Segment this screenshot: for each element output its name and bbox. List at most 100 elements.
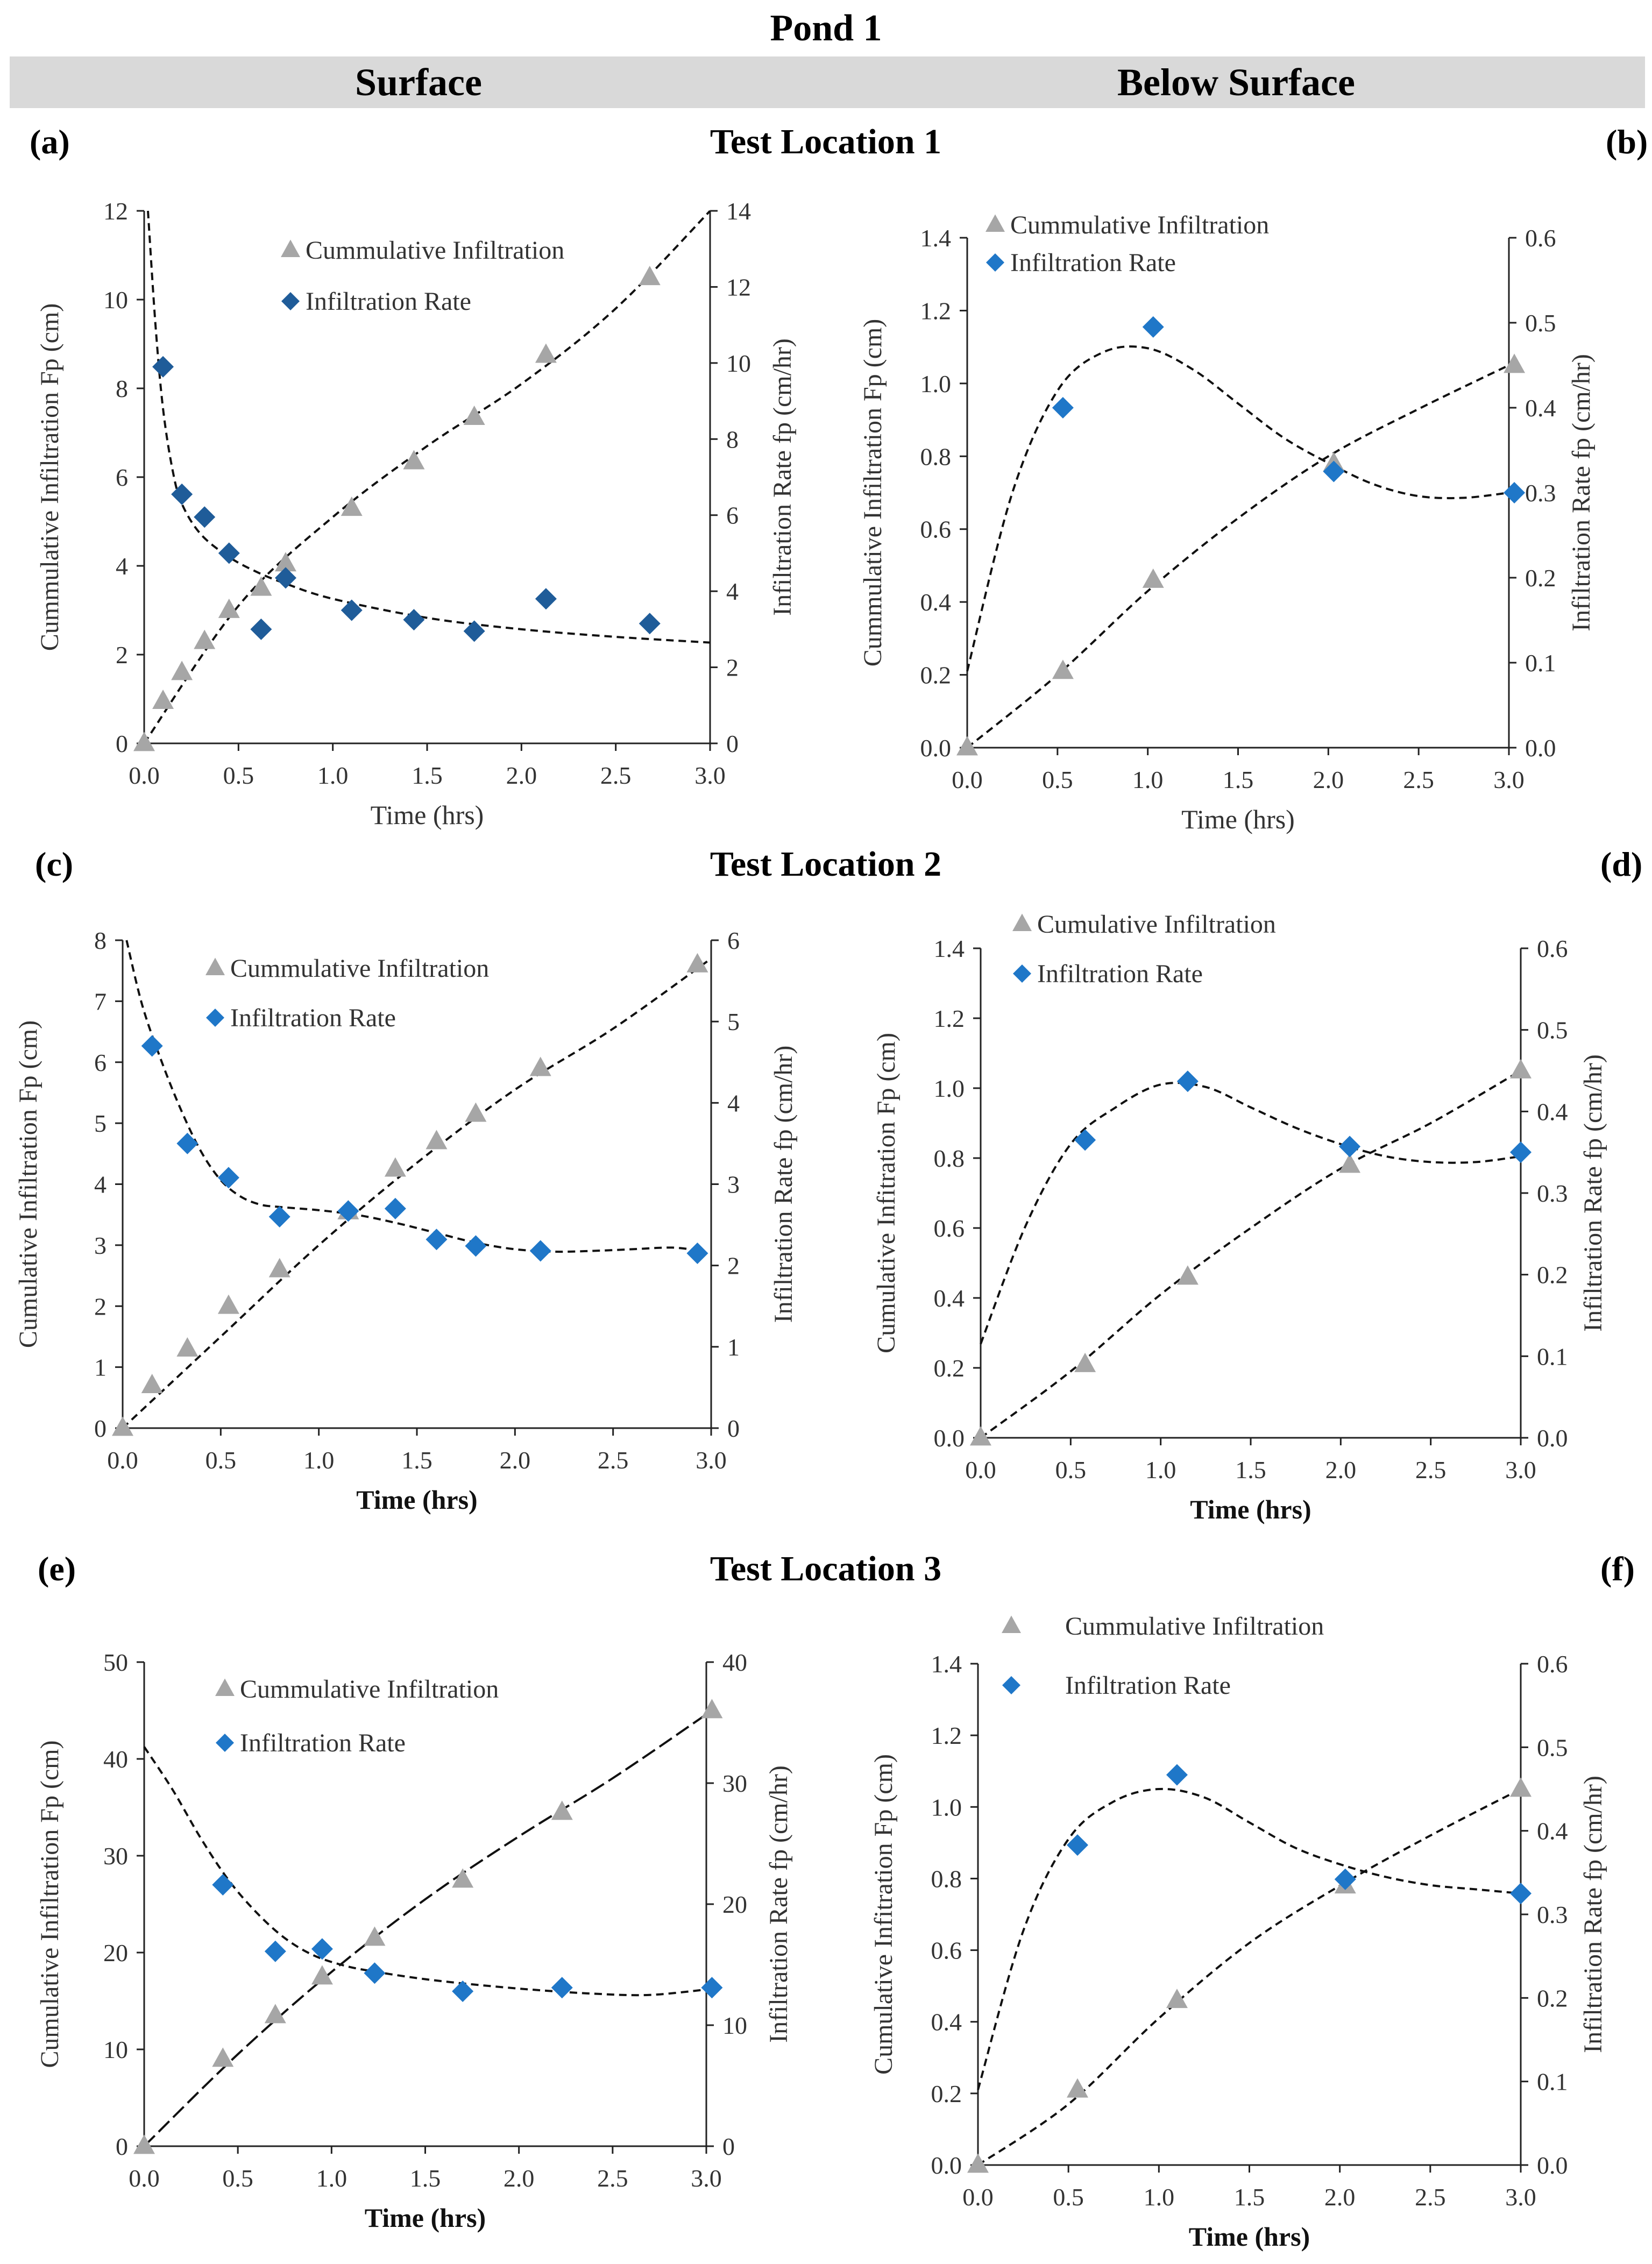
left-y-tick-label: 50: [103, 1649, 128, 1676]
rate-point: [426, 1229, 448, 1251]
trendline-rate: [980, 1082, 1521, 1345]
cumulative-point: [264, 2004, 286, 2024]
x-tick-label: 0.0: [129, 762, 160, 789]
rate-point: [535, 588, 557, 610]
right-y-tick-label: 0.4: [1537, 1818, 1568, 1845]
left-y-tick-label: 0.2: [934, 1354, 965, 1382]
right-y-tick-label: 5: [727, 1008, 740, 1035]
trendline-cumulative: [143, 210, 711, 744]
x-tick-label: 1.0: [317, 762, 349, 789]
right-y-tick-label: 2: [727, 1252, 740, 1280]
legend-diamond-marker: [1013, 964, 1031, 983]
left-y-tick-label: 3: [94, 1232, 107, 1259]
rate-point: [1510, 1141, 1532, 1163]
x-axis-title: Time (hrs): [365, 2203, 486, 2233]
legend-diamond-marker: [216, 1734, 234, 1752]
cumulative-point: [529, 1056, 551, 1076]
left-y-tick-label: 6: [116, 464, 128, 491]
rate-point: [686, 1242, 708, 1264]
left-y-axis-title: Cummulative Infiltration Fp (cm): [859, 319, 887, 667]
right-y-tick-label: 0.4: [1537, 1098, 1568, 1125]
legend-triangle-marker: [281, 239, 300, 257]
right-y-tick-label: 2: [726, 654, 739, 682]
panel-label-a: (a): [30, 123, 70, 161]
cumulative-point: [465, 1102, 487, 1122]
x-tick-label: 1.5: [1234, 2183, 1265, 2211]
legend-triangle-marker: [1012, 913, 1032, 931]
chart-panel-f: 0.0 0.5 1.0 1.5 2.0 2.5 3.00.00.20.40.60.81.01…: [869, 1550, 1635, 2252]
x-axis-title: Time (hrs): [356, 1485, 477, 1515]
left-y-tick-label: 0.4: [920, 588, 952, 616]
right-y-axis-title: Infiltration Rate fp (cm/hr): [1579, 1776, 1607, 2053]
left-y-tick-label: 1.2: [934, 1005, 965, 1032]
legend-label-rate: Infiltration Rate: [1010, 249, 1176, 277]
trendline-rate: [143, 1746, 712, 1997]
rate-point: [639, 613, 661, 635]
x-tick-label: 2.0: [1325, 1456, 1357, 1484]
column-header-band: Surface Below Surface: [10, 56, 1645, 108]
cumulative-point: [639, 266, 661, 286]
cumulative-point: [1176, 1265, 1199, 1285]
cumulative-point: [341, 496, 363, 516]
right-y-tick-label: 0.3: [1537, 1901, 1568, 1928]
x-tick-label: 2.0: [1324, 2183, 1356, 2211]
cumulative-point: [171, 661, 193, 680]
right-y-tick-label: 0.0: [1525, 734, 1556, 762]
cumulative-point: [141, 1374, 163, 1394]
left-y-tick-label: 1.4: [931, 1650, 962, 1678]
right-y-tick-label: 8: [726, 425, 739, 453]
left-y-tick-label: 0.6: [931, 1937, 962, 1964]
left-y-tick-label: 0.2: [920, 662, 952, 689]
right-y-tick-label: 0.2: [1537, 1261, 1568, 1289]
trendline-rate: [977, 1787, 1521, 2090]
rate-point: [268, 1205, 290, 1227]
cumulative-point: [268, 1258, 290, 1278]
cumulative-point: [701, 1699, 723, 1719]
right-y-tick-label: 0.5: [1525, 309, 1556, 337]
right-y-tick-label: 30: [722, 1770, 747, 1797]
right-y-tick-label: 12: [726, 273, 751, 301]
x-tick-label: 3.0: [694, 762, 726, 789]
cumulative-point: [152, 690, 174, 709]
cumulative-point: [1142, 568, 1164, 588]
rate-point: [465, 1235, 487, 1257]
x-tick-label: 3.0: [1505, 1456, 1536, 1484]
chart-panel-c: 0.0 0.5 1.0 1.5 2.0 2.5 3.00123456780123456Tim…: [14, 845, 798, 1515]
left-y-tick-label: 7: [94, 988, 107, 1015]
left-y-tick-label: 0.8: [931, 1865, 962, 1892]
x-tick-label: 2.5: [597, 2164, 628, 2192]
panel-label-b: (b): [1606, 123, 1648, 161]
x-tick-label: 0.5: [222, 2164, 253, 2192]
cumulative-point: [133, 2134, 155, 2154]
rate-point: [1176, 1070, 1199, 1092]
right-y-axis-title: Infiltration Rate fp (cm/hr): [1579, 1054, 1607, 1332]
left-y-tick-label: 0.2: [931, 2080, 962, 2107]
cumulative-point: [452, 1868, 474, 1888]
chart-panel-d: 0.0 0.5 1.0 1.5 2.0 2.5 3.00.00.20.40.60.81.01…: [872, 845, 1642, 1524]
x-tick-label: 0.0: [129, 2164, 160, 2192]
x-tick-label: 1.0: [1132, 766, 1164, 793]
x-axis-title: Time (hrs): [1181, 804, 1295, 834]
cumulative-point: [194, 629, 216, 649]
cumulative-point: [956, 736, 978, 756]
cumulative-point: [1066, 2078, 1088, 2098]
x-tick-label: 3.0: [1493, 766, 1525, 793]
x-tick-label: 0.0: [962, 2183, 994, 2211]
left-y-axis-title: Cummulative Infiltration Fp (cm): [36, 303, 64, 651]
right-y-tick-label: 0: [722, 2133, 735, 2160]
trendline-cumulative: [966, 364, 1509, 749]
cumulative-point: [217, 1294, 239, 1314]
rate-point: [452, 1981, 474, 2002]
cumulative-point: [133, 732, 155, 751]
row-title-location-1: Test Location 1: [710, 122, 941, 161]
x-tick-label: 2.5: [1415, 1456, 1447, 1484]
legend-label-cumulative: Cummulative Infiltration: [230, 954, 489, 983]
x-axis-title: Time (hrs): [371, 800, 484, 830]
rate-point: [364, 1962, 386, 1984]
cumulative-point: [364, 1926, 386, 1946]
legend-label-rate: Infiltration Rate: [306, 287, 471, 316]
panel-label-d: (d): [1600, 845, 1642, 883]
rate-point: [384, 1197, 406, 1219]
rate-point: [1052, 397, 1074, 418]
left-y-tick-label: 0: [94, 1415, 107, 1442]
